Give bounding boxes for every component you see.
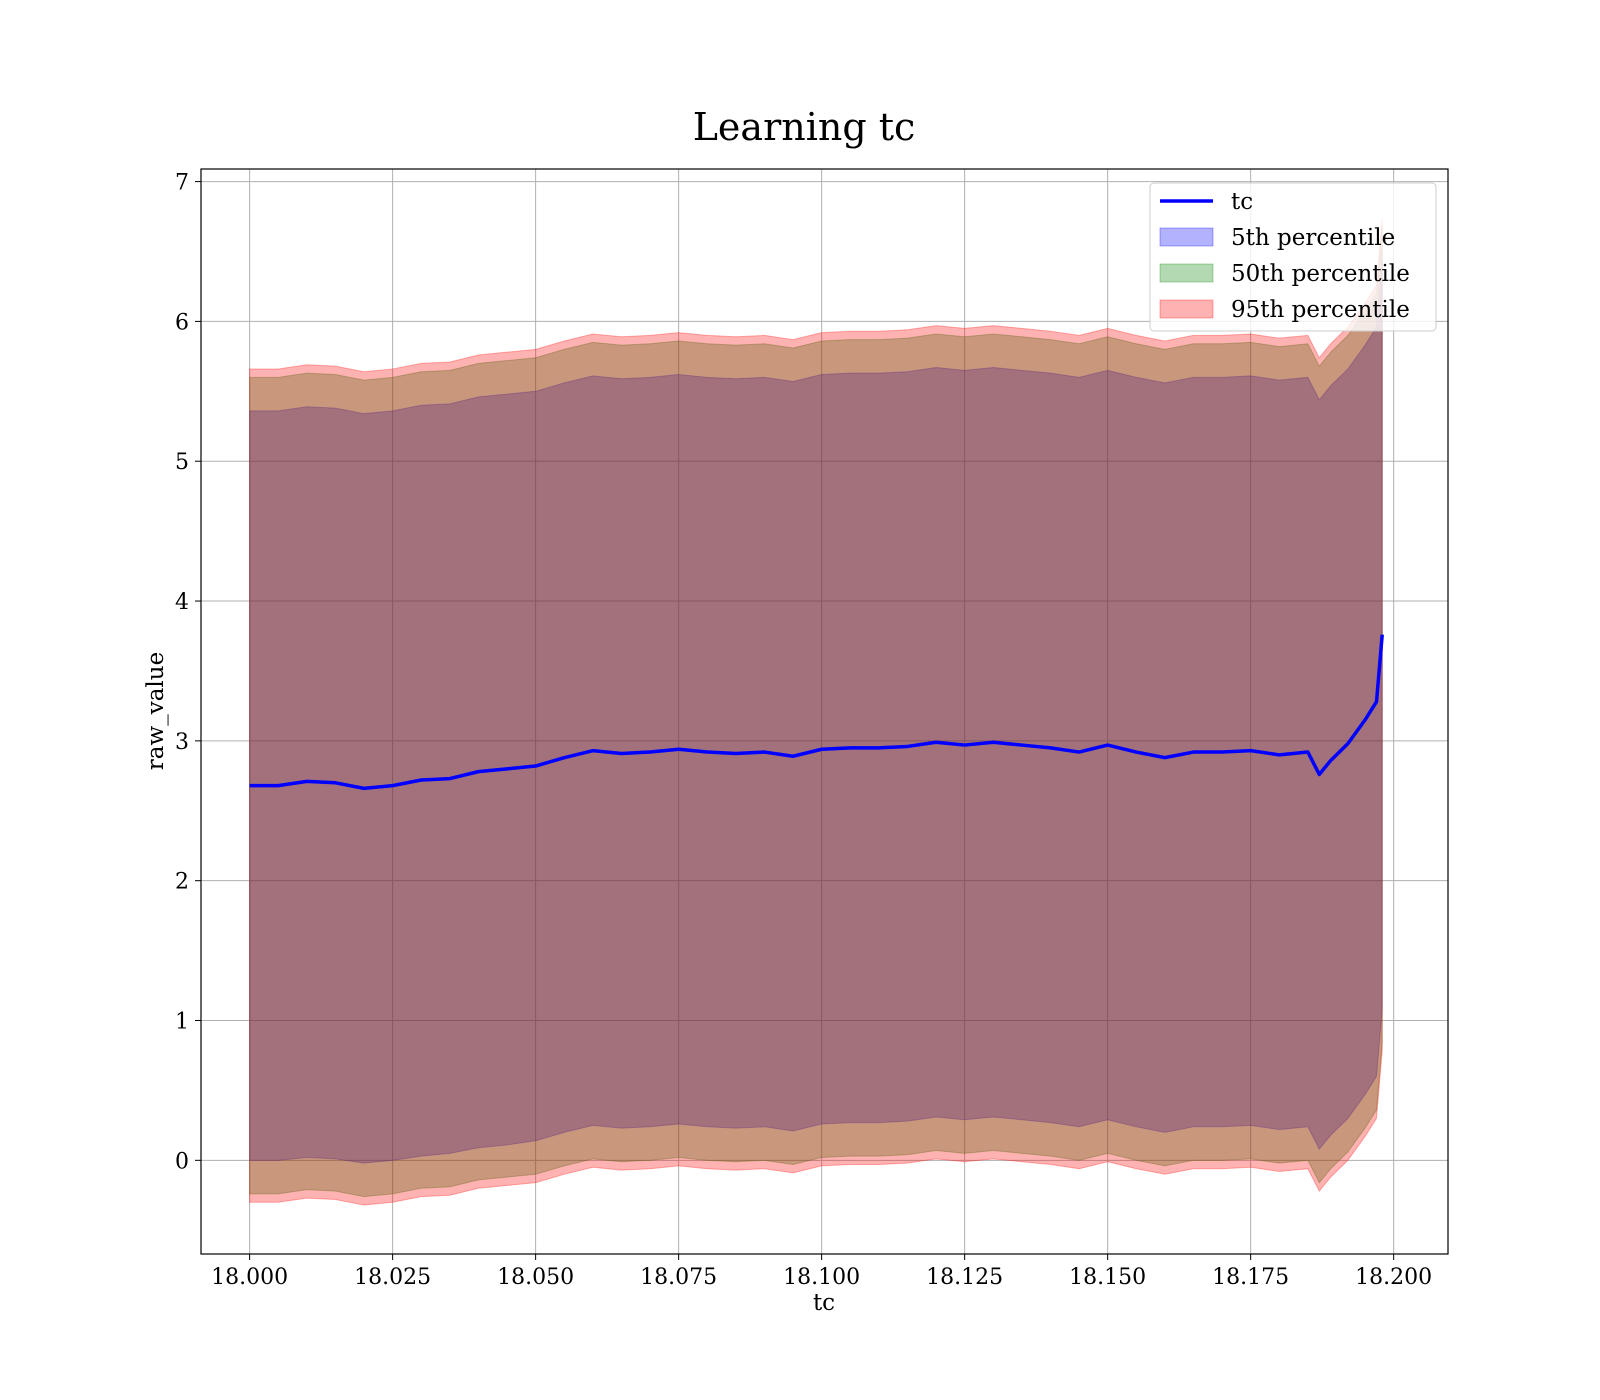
x-tick-label: 18.050 <box>497 1265 574 1290</box>
x-tick-label: 18.075 <box>640 1265 717 1290</box>
y-tick-label: 0 <box>175 1149 189 1174</box>
series-line-tc <box>249 634 1384 791</box>
y-tick-label: 3 <box>175 730 189 755</box>
series-lines <box>249 634 1384 791</box>
x-axis-label: tc <box>813 1290 835 1316</box>
y-tick-label: 6 <box>175 310 189 335</box>
legend-box <box>1149 182 1437 332</box>
y-tick-label: 2 <box>175 870 189 895</box>
x-axis-ticks: 18.000 18.025 18.050 18.075 18.100 18.125 18.1… <box>211 1254 1432 1290</box>
y-tick-label: 7 <box>175 171 189 196</box>
y-tick-label: 5 <box>175 450 189 475</box>
grid <box>201 169 1448 1254</box>
band-95th-percentile <box>249 217 1383 1206</box>
legend-label: tc <box>1231 189 1253 215</box>
legend: tc 5th percentile 50th percentile 95th perc… <box>1149 182 1437 332</box>
x-tick-label: 18.200 <box>1355 1265 1432 1290</box>
x-tick-label: 18.125 <box>926 1265 1003 1290</box>
chart-title: Learning tc <box>693 105 916 149</box>
x-tick-label: 18.150 <box>1069 1265 1146 1290</box>
x-tick-label: 18.175 <box>1212 1265 1289 1290</box>
y-tick-label: 1 <box>175 1010 189 1035</box>
x-tick-label: 18.000 <box>211 1265 288 1290</box>
percentile-bands <box>249 217 1383 1206</box>
plot-frame <box>200 168 1449 1255</box>
y-tick-label: 4 <box>175 590 189 615</box>
legend-label: 95th percentile <box>1231 297 1410 323</box>
x-tick-label: 18.025 <box>354 1265 431 1290</box>
y-axis-ticks: 0 1 2 3 4 5 6 7 <box>175 171 201 1174</box>
band-5th-percentile <box>249 259 1383 1164</box>
legend-patch-swatch <box>1159 227 1214 247</box>
x-tick-label: 18.100 <box>783 1265 860 1290</box>
legend-label: 5th percentile <box>1231 225 1395 251</box>
legend-patch-swatch <box>1159 263 1214 283</box>
y-axis-label: raw_value <box>143 652 169 770</box>
legend-label: 50th percentile <box>1231 261 1410 287</box>
legend-patch-swatch <box>1159 299 1214 319</box>
band-50th-percentile <box>249 226 1383 1198</box>
